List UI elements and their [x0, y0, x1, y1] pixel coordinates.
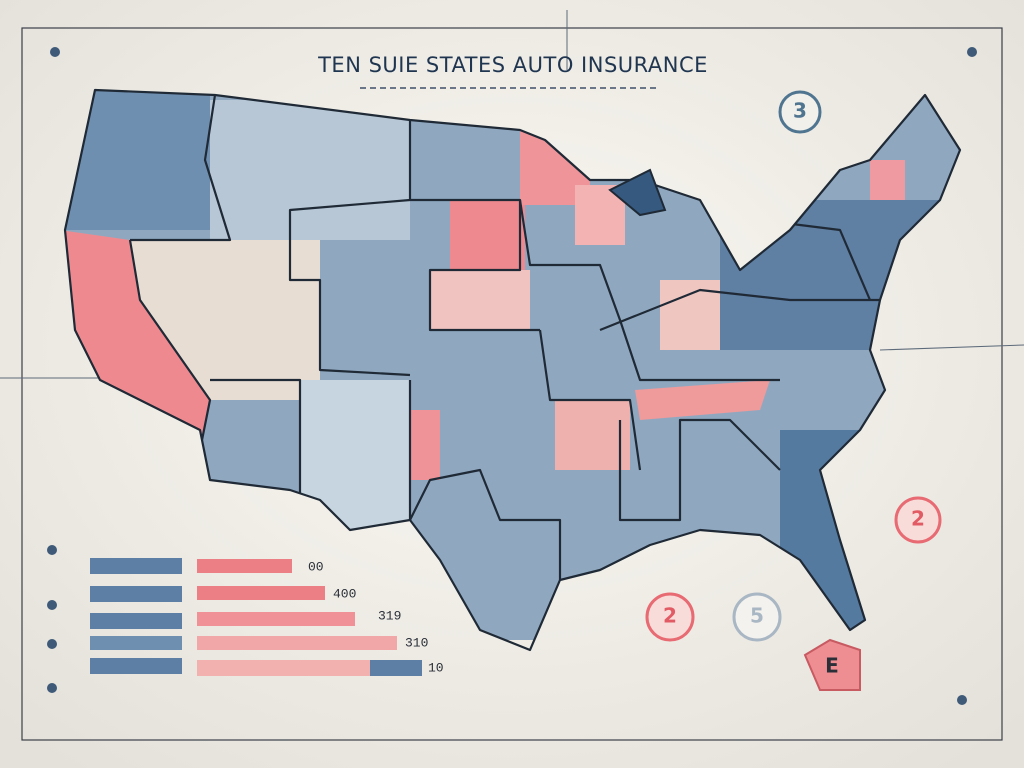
region: [210, 100, 410, 240]
dot: [50, 47, 60, 57]
legend-bar: [197, 636, 397, 650]
state-highlight: [870, 160, 905, 200]
state-border: [410, 198, 540, 332]
dot: [967, 47, 977, 57]
title: TEN SUIE STATES AUTO INSURANCE: [317, 53, 708, 77]
deco-line: [879, 344, 1024, 351]
dots: [47, 47, 977, 705]
state-highlight: [410, 410, 440, 480]
lake: [608, 168, 667, 217]
legend-bar: [90, 658, 182, 674]
legend: 00 400 319 310 10: [90, 558, 444, 676]
legend-value: 00: [308, 559, 324, 574]
badge-label: 2: [663, 604, 677, 628]
legend-bar: [197, 660, 422, 676]
legend-value: 10: [428, 660, 444, 675]
badge-label: 5: [750, 604, 764, 628]
island: [803, 638, 861, 691]
legend-bar: [90, 586, 182, 602]
legend-bar: [370, 660, 422, 676]
badge-label: 3: [793, 99, 807, 123]
frame: [21, 27, 1003, 741]
map-outline: [63, 88, 962, 652]
dot: [47, 545, 57, 555]
legend-value: 310: [405, 635, 428, 650]
state-border: [618, 418, 781, 522]
legend-bar: [90, 636, 182, 650]
legend-value: 319: [378, 608, 401, 623]
legend-value: 400: [333, 586, 356, 601]
badge: [778, 90, 822, 134]
badge: [645, 592, 695, 642]
state-border: [538, 329, 642, 471]
state-border: [518, 199, 780, 382]
legend-bar: [90, 558, 182, 574]
badge-label: 2: [911, 507, 925, 531]
state-border: [210, 378, 302, 500]
legend-bar: [197, 559, 292, 573]
state-border: [599, 288, 880, 332]
state-border: [130, 94, 232, 242]
state-highlight: [635, 380, 770, 420]
legend-bar: [90, 613, 182, 629]
dot: [957, 695, 967, 705]
state-border: [128, 239, 212, 451]
dot: [47, 683, 57, 693]
map: [65, 90, 960, 650]
state-highlight: [65, 230, 210, 450]
badges: 3 2 2 5 E: [645, 90, 942, 678]
legend-bar: [197, 586, 325, 600]
badge: [894, 496, 942, 544]
badge-label: E: [825, 654, 839, 678]
dot: [47, 639, 57, 649]
badge: [732, 592, 782, 642]
state-highlight: [450, 200, 525, 270]
dot: [47, 600, 57, 610]
legend-bar: [197, 612, 355, 626]
region: [430, 270, 530, 330]
region: [555, 400, 630, 470]
